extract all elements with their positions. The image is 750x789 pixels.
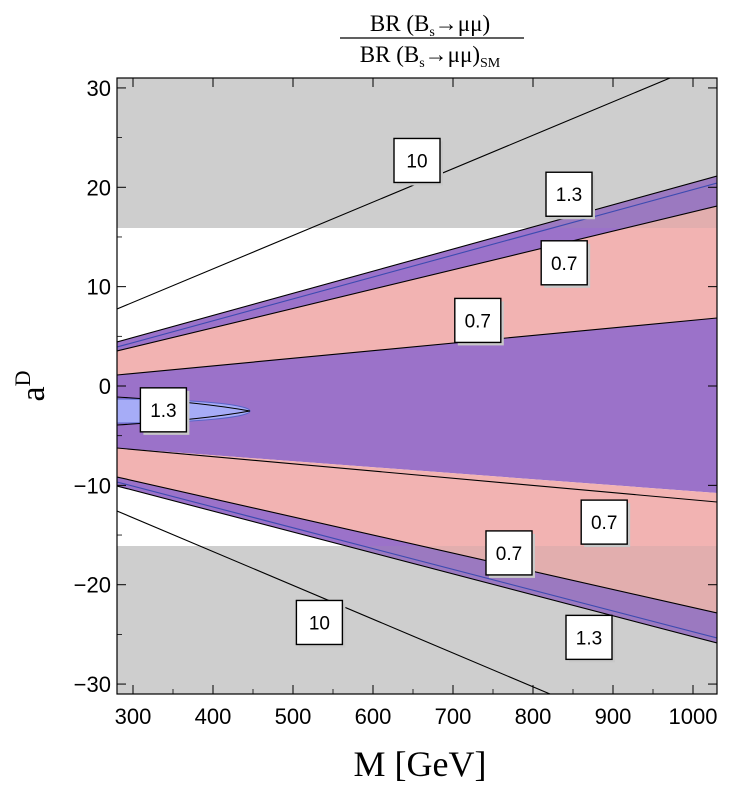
- contour-label: 0.7: [454, 297, 504, 346]
- contour-label-text: 10: [309, 613, 330, 634]
- contour-13-lower-b: [117, 481, 717, 639]
- x-tick-label: 300: [115, 704, 152, 729]
- y-tick-label: −10: [74, 473, 111, 498]
- contour-label-text: 0.7: [551, 254, 577, 275]
- x-tick-label: 900: [595, 704, 632, 729]
- title-denominator: BR (Bs→μμ)SM: [360, 42, 501, 71]
- contour-label: 10: [393, 137, 443, 186]
- contour-07-lower-outer: [117, 476, 717, 614]
- contour-label-text: 0.7: [591, 513, 617, 534]
- contour-label: 1.3: [139, 387, 190, 435]
- x-tick-label: 800: [515, 704, 552, 729]
- y-tick-label: −20: [74, 573, 111, 598]
- contour-label-box: [565, 614, 613, 661]
- title-numerator: BR (Bs→μμ): [370, 11, 490, 40]
- contour-label: 0.7: [580, 499, 631, 548]
- contour-label-text: 1.3: [150, 401, 176, 422]
- contour-label-box: [393, 137, 441, 184]
- y-tick-label: 10: [87, 275, 111, 300]
- region-purple-core: [117, 318, 717, 493]
- region-purple-upper: [117, 176, 717, 351]
- contour-label-box: [545, 171, 593, 217]
- region-pink-lower: [117, 448, 717, 613]
- chart-title: BR (Bs→μμ) BR (Bs→μμ)SM: [340, 11, 524, 71]
- excluded-overlay-lower: [117, 546, 717, 694]
- contour-label: 1.3: [565, 614, 615, 663]
- contour-label: 0.7: [540, 240, 591, 288]
- contour-label-box: [540, 240, 588, 286]
- y-tick-label: 30: [87, 76, 111, 101]
- contour-label-box: [139, 387, 188, 433]
- contour-07-lower-inner: [117, 447, 717, 503]
- contour-label-text: 1.3: [556, 185, 582, 206]
- contour-07-upper-inner: [117, 317, 717, 376]
- x-tick-label: 700: [435, 704, 472, 729]
- contour-label-text: 0.7: [465, 311, 491, 332]
- contour-label-box: [454, 297, 502, 344]
- y-tick-label: −30: [74, 672, 111, 697]
- region-lightblue-ellipse: [117, 398, 251, 424]
- contour-label-text: 0.7: [496, 544, 522, 565]
- contour-labels: 10 1.3 0.7 0.7 1.3 0.7 0.7 10 1.3: [139, 137, 631, 663]
- x-tick-label: 500: [275, 704, 312, 729]
- y-tick-label: 0: [99, 374, 111, 399]
- x-axis-ticks: 300 400 500 600 700 800 900 1000: [115, 78, 718, 729]
- contour-13-lower-a: [117, 485, 717, 644]
- contour-13-upper-b: [117, 182, 717, 348]
- contour-label-box: [580, 499, 628, 545]
- contour-07-upper-outer: [117, 205, 717, 352]
- contour-label-text: 10: [406, 151, 427, 172]
- contour-label: 0.7: [485, 530, 535, 578]
- contour-label-box: [485, 530, 533, 576]
- contour-label: 1.3: [545, 171, 595, 220]
- y-tick-label: 20: [87, 175, 111, 200]
- x-tick-label: 1000: [669, 704, 718, 729]
- x-tick-label: 400: [195, 704, 232, 729]
- contour-label-text: 1.3: [576, 628, 602, 649]
- contour-label: 10: [295, 599, 346, 648]
- contour-10-upper: [117, 78, 671, 310]
- x-axis-title: M [GeV]: [354, 744, 487, 784]
- contour-13-upper-a: [117, 175, 717, 343]
- y-axis-ticks: −30 −20 −10 0 10 20 30: [74, 76, 717, 697]
- y-axis-title: aD: [10, 371, 52, 402]
- x-tick-label: 600: [355, 704, 392, 729]
- contour-label-box: [295, 599, 344, 646]
- contour-lines: [117, 78, 717, 694]
